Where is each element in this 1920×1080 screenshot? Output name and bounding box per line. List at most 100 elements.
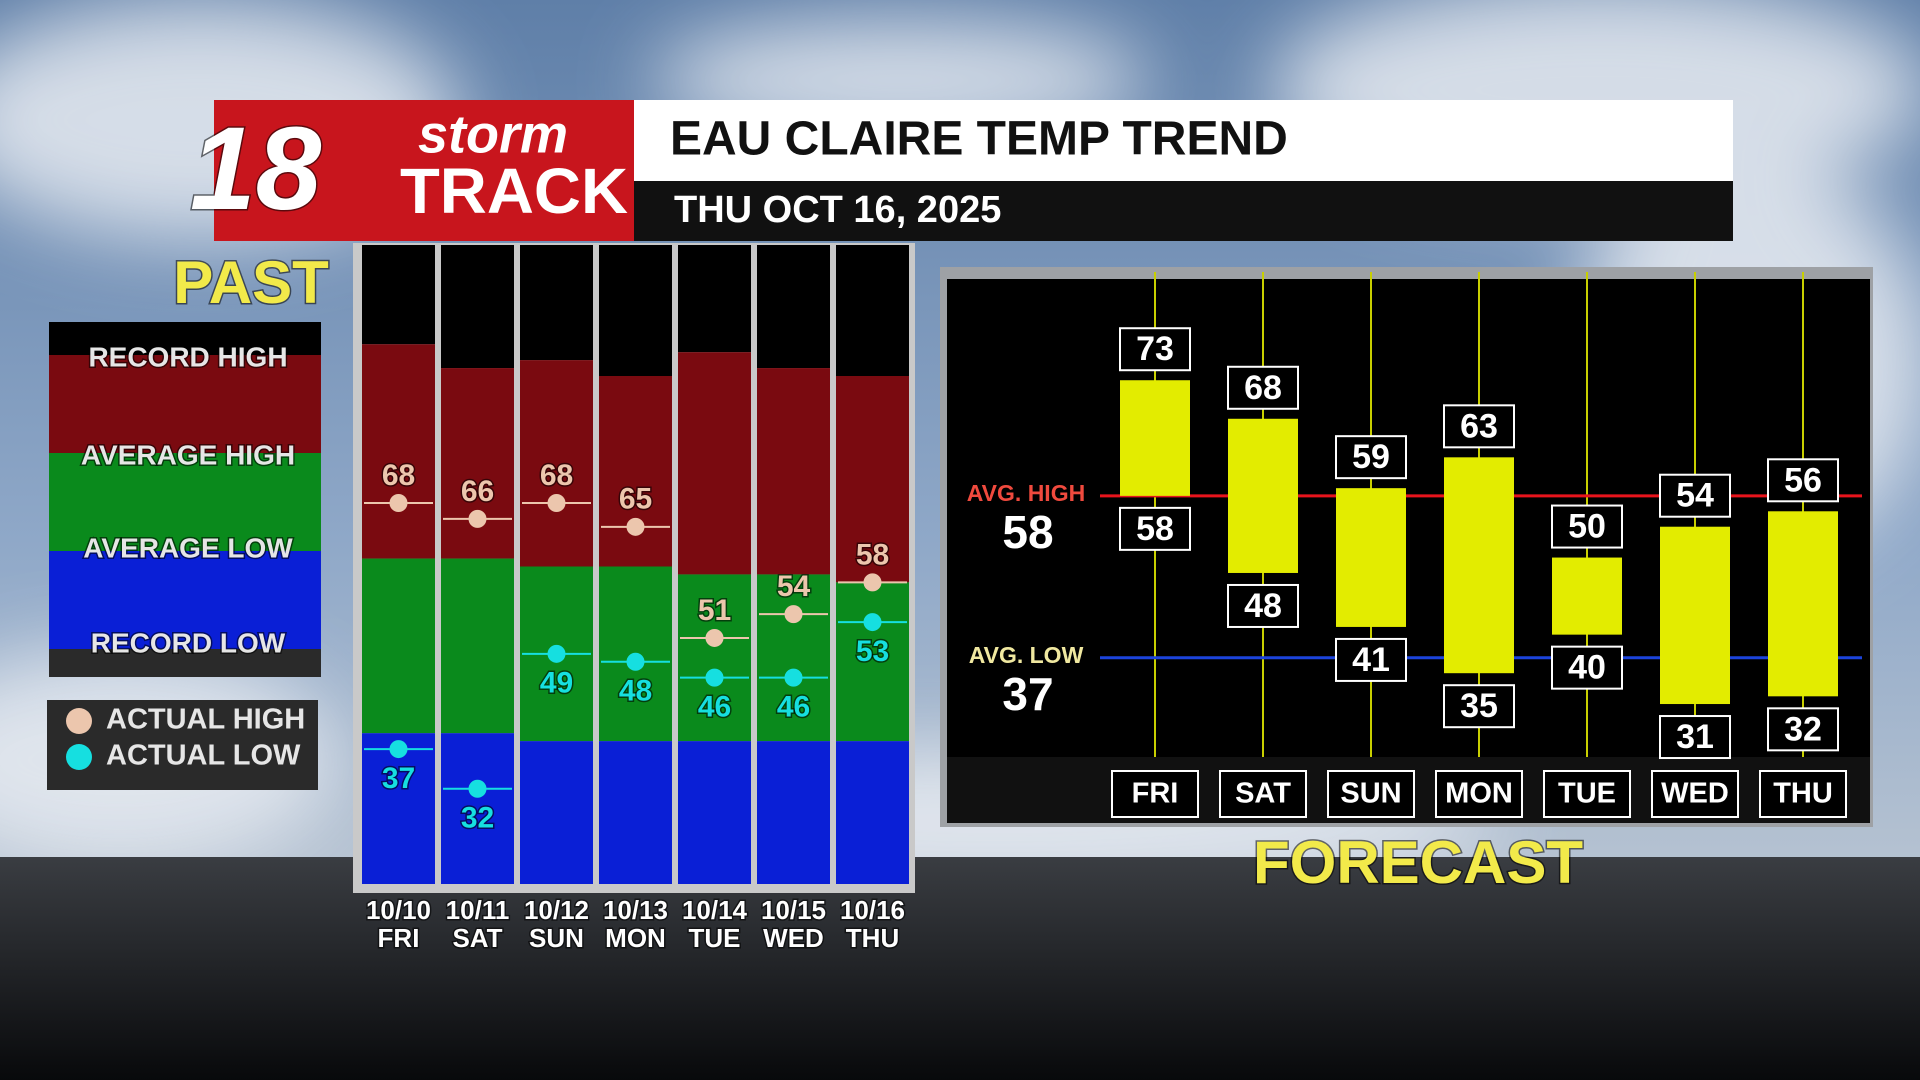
day-box	[1435, 770, 1523, 818]
logo-top: storm	[418, 104, 568, 164]
value-box	[1119, 327, 1191, 372]
band-record-low	[599, 741, 672, 884]
legend-dot	[66, 708, 92, 734]
value-box	[1767, 707, 1839, 752]
point-label: 68	[382, 459, 415, 492]
value-label: 35	[1460, 687, 1498, 725]
value-label: 63	[1460, 407, 1498, 445]
point	[705, 668, 724, 687]
legend-label: AVERAGE LOW	[83, 532, 293, 563]
point	[468, 509, 487, 528]
point-legend	[47, 700, 318, 790]
legend-label: ACTUAL HIGH	[106, 704, 305, 736]
band-average	[836, 582, 909, 742]
legend-dot	[66, 744, 92, 770]
legend-swatch	[49, 355, 321, 453]
legend-label: RECORD HIGH	[88, 341, 287, 372]
band-record-low	[441, 733, 514, 884]
average-label: AVG. LOW	[969, 642, 1084, 668]
point-label: 51	[698, 594, 731, 627]
point-label: 65	[619, 483, 652, 516]
point-label: 58	[856, 538, 889, 571]
x-tick-label: SAT	[1235, 778, 1291, 810]
band-above-record-high	[599, 245, 672, 376]
day-box	[1219, 770, 1307, 818]
point	[705, 628, 724, 647]
value-box	[1443, 684, 1515, 729]
value-label: 41	[1352, 641, 1390, 679]
point-label: 54	[777, 570, 811, 603]
x-tick-sublabel: SAT	[452, 923, 502, 953]
day-box	[1759, 770, 1847, 818]
logo-bottom: TRACK	[400, 155, 628, 227]
band-above-record-high	[520, 245, 593, 361]
band-average	[441, 558, 514, 734]
range-bar	[1336, 488, 1406, 627]
band-record-high	[678, 352, 751, 575]
x-tick-sublabel: WED	[763, 923, 824, 953]
range-bar	[1444, 457, 1514, 674]
day-box	[1651, 770, 1739, 818]
legend-label: ACTUAL LOW	[106, 740, 301, 772]
range-bar	[1552, 557, 1622, 635]
average-label: AVG. HIGH	[967, 480, 1085, 506]
x-tick-sublabel: FRI	[378, 923, 420, 953]
band-record-low	[520, 741, 593, 884]
legend-label: AVERAGE HIGH	[81, 439, 295, 470]
band-average	[678, 574, 751, 742]
band-above-record-high	[757, 245, 830, 369]
band-record-high	[362, 344, 435, 559]
value-label: 54	[1676, 477, 1714, 515]
legend-swatch	[49, 453, 321, 551]
value-box	[1227, 365, 1299, 410]
average-value: 37	[1002, 668, 1053, 720]
legend-swatch	[49, 551, 321, 649]
average-value: 58	[1002, 506, 1053, 558]
floor	[0, 857, 1920, 1080]
range-bar	[1120, 380, 1190, 496]
value-label: 31	[1676, 718, 1714, 756]
day-box	[1111, 770, 1199, 818]
point	[784, 668, 803, 687]
band-record-low	[757, 741, 830, 884]
point-label: 68	[540, 459, 573, 492]
range-bar	[1768, 511, 1838, 697]
value-box	[1551, 645, 1623, 690]
point	[547, 644, 566, 663]
forecast-label: FORECAST	[1253, 829, 1583, 896]
title-bar	[634, 100, 1733, 181]
point	[389, 740, 408, 759]
point	[389, 494, 408, 512]
value-box	[1659, 473, 1731, 518]
x-tick-sublabel: THU	[846, 923, 899, 953]
legend-swatch	[49, 322, 321, 355]
band-record-high	[599, 376, 672, 567]
value-label: 73	[1136, 330, 1174, 368]
point-label: 46	[698, 691, 731, 724]
x-tick-label: 10/15	[761, 895, 826, 925]
x-tick-label: 10/13	[603, 895, 668, 925]
point	[468, 779, 487, 798]
point-label: 48	[619, 675, 652, 708]
x-tick-label: 10/16	[840, 895, 905, 925]
day-box	[1543, 770, 1631, 818]
point	[547, 494, 566, 512]
point	[626, 652, 645, 671]
title: EAU CLAIRE TEMP TREND	[670, 113, 1288, 166]
legend-label: RECORD LOW	[91, 627, 286, 658]
point-label: 49	[540, 667, 573, 700]
value-box	[1551, 504, 1623, 549]
point	[784, 605, 803, 624]
day-box	[1327, 770, 1415, 818]
value-box	[1335, 435, 1407, 480]
x-tick-label: 10/10	[366, 895, 431, 925]
point-label: 46	[777, 691, 810, 724]
point-label: 32	[461, 802, 494, 835]
past-label: PAST	[173, 249, 329, 316]
band-record-low	[836, 741, 909, 884]
band-record-high	[836, 376, 909, 583]
band-record-high	[757, 368, 830, 575]
band-above-record-high	[678, 245, 751, 353]
